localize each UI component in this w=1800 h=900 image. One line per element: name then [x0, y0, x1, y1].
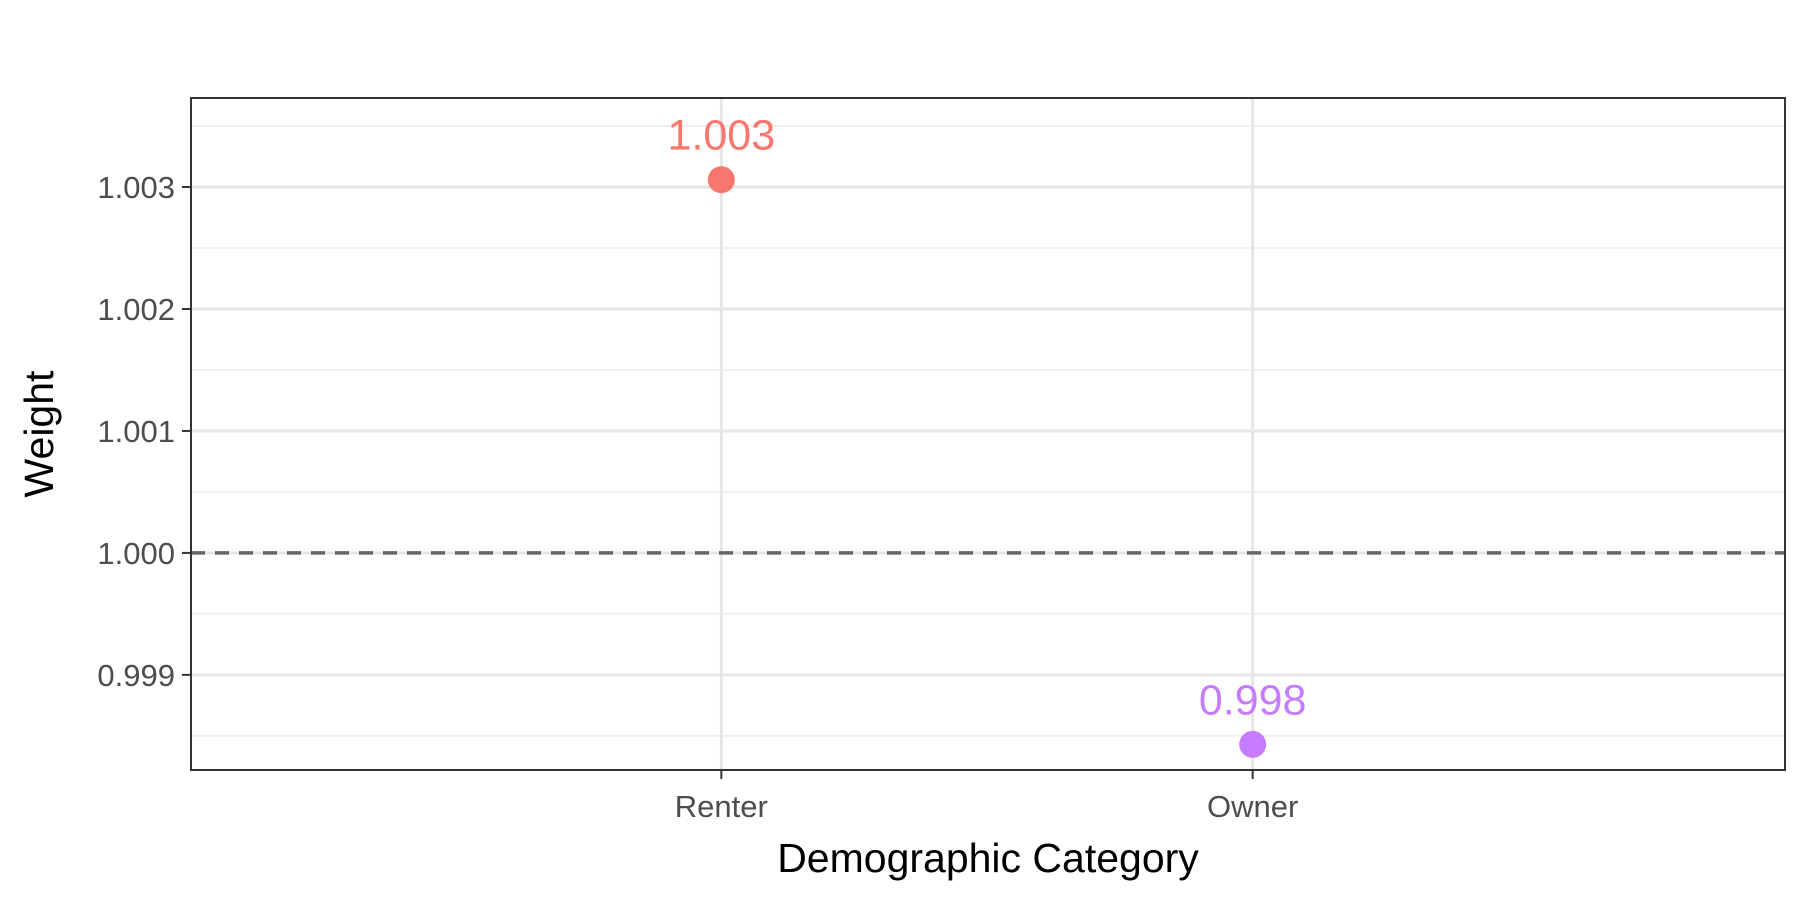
y-tick-label: 1.003: [97, 170, 175, 205]
x-tick-label: Renter: [675, 789, 768, 824]
x-tick-label: Owner: [1207, 789, 1298, 824]
axis-ticks: [182, 186, 1254, 779]
plot-panel-border: [190, 97, 1786, 771]
y-tick-label: 1.002: [97, 292, 175, 327]
y-tick-label: 1.000: [97, 536, 175, 571]
axis-tick-labels: 0.999 1.000 1.001 1.002 1.003 Renter Owner: [97, 170, 1298, 824]
data-point-renter: [707, 166, 735, 194]
y-axis-title: Weight: [16, 370, 62, 497]
data-label-owner: 0.998: [1199, 676, 1307, 724]
data-labels: 1.003 0.998: [668, 112, 1307, 725]
x-axis-title: Demographic Category: [777, 835, 1199, 881]
major-gridlines: [191, 98, 1785, 770]
data-points: [707, 166, 1267, 758]
y-tick-label: 0.999: [97, 658, 175, 693]
data-point-owner: [1239, 730, 1267, 758]
y-tick-label: 1.001: [97, 414, 175, 449]
data-label-renter: 1.003: [668, 112, 776, 160]
minor-gridlines: [191, 125, 1785, 737]
